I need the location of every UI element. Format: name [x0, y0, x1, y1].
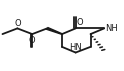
Polygon shape — [46, 28, 62, 34]
Text: NH: NH — [105, 24, 118, 33]
Text: O: O — [29, 36, 36, 45]
Text: O: O — [77, 18, 83, 27]
Text: O: O — [14, 19, 21, 28]
Text: HN: HN — [69, 43, 82, 52]
